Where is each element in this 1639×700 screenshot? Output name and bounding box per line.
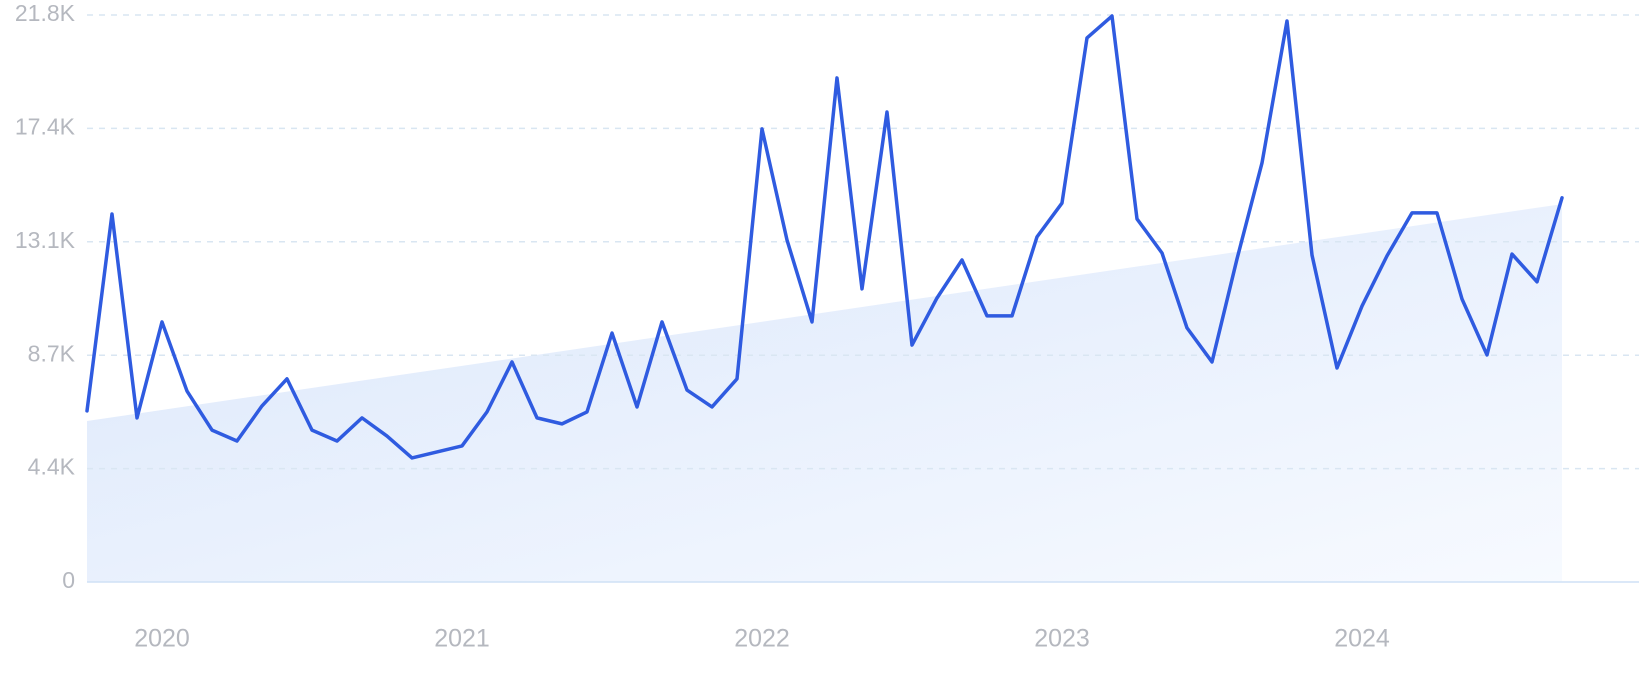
y-tick-label: 17.4K <box>15 113 76 139</box>
trend-area <box>87 204 1562 582</box>
y-tick-label: 8.7K <box>28 340 76 366</box>
y-tick-label: 21.8K <box>15 0 76 26</box>
x-tick-label: 2023 <box>1034 625 1090 653</box>
x-tick-label: 2022 <box>734 625 790 653</box>
x-tick-label: 2020 <box>134 625 190 653</box>
y-tick-label: 4.4K <box>28 454 76 480</box>
line <box>85 14 1564 460</box>
y-tick-label: 13.1K <box>15 227 76 253</box>
x-tick-label: 2021 <box>434 625 490 653</box>
y-tick-label: 0 <box>62 567 75 593</box>
x-tick-label: 2024 <box>1334 625 1390 653</box>
